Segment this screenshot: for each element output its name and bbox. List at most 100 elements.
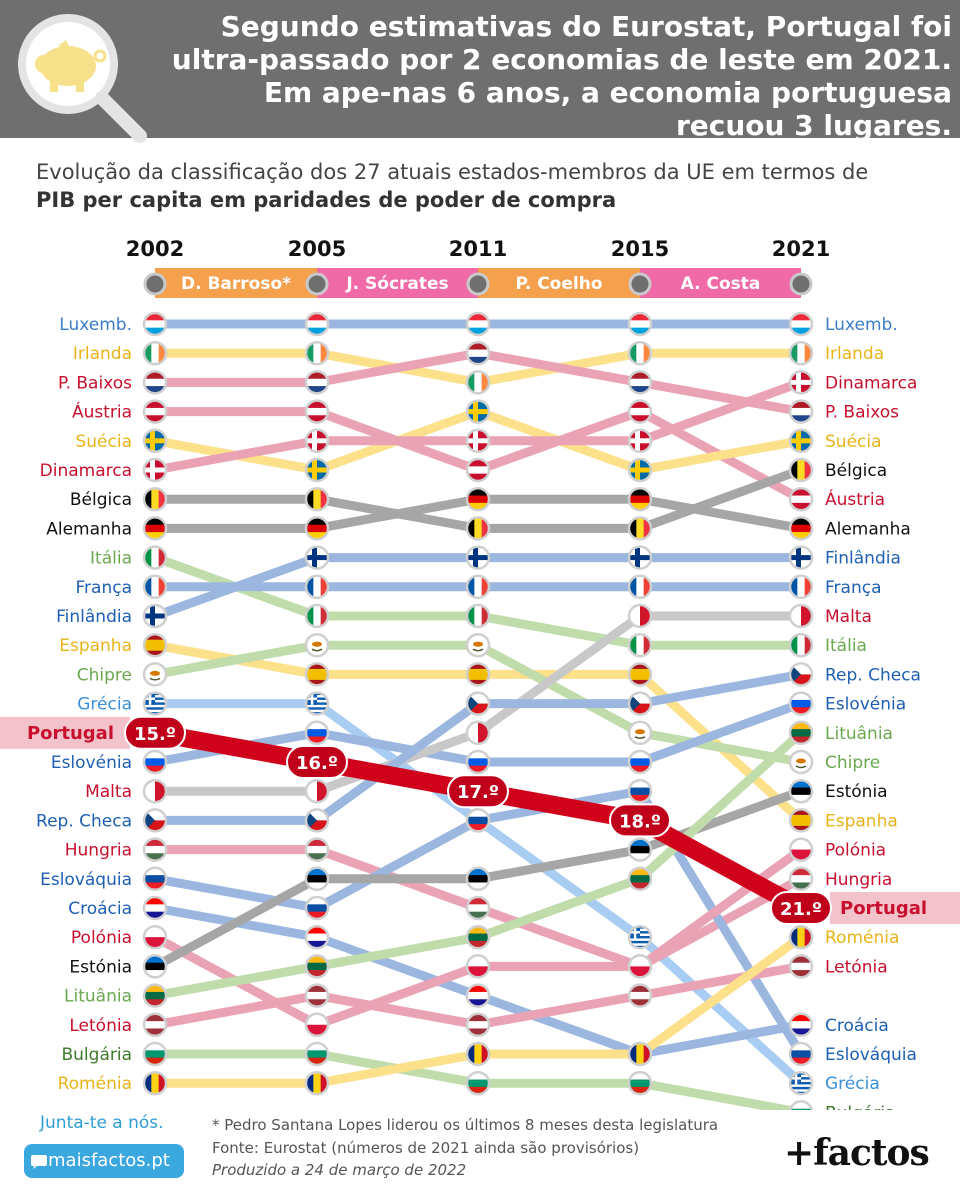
label-left-de: Alemanha: [46, 519, 132, 539]
flag-hr-icon: [142, 895, 168, 921]
label-left-bg: Bulgária: [62, 1045, 133, 1065]
flag-hu-icon: [788, 866, 814, 892]
label-left-pl: Polónia: [71, 928, 132, 948]
flag-cy-icon: [788, 749, 814, 775]
piggy-bank-magnifier-icon: [18, 14, 147, 143]
flag-lt-icon: [142, 983, 168, 1008]
chart-subtitle: Evolução da classificação dos 27 atuais …: [36, 158, 936, 215]
flag-ie-icon: [142, 340, 168, 366]
label-right-at: Áustria: [825, 488, 885, 510]
flag-bg-icon: [788, 1100, 814, 1110]
flag-mt-icon: [465, 720, 491, 746]
flag-lv-icon: [465, 1012, 491, 1038]
flag-dk-icon: [304, 428, 330, 454]
period-node: [789, 272, 813, 296]
flag-fi-icon: [304, 545, 330, 570]
flag-cz-icon: [142, 808, 168, 833]
flag-cy-icon: [627, 720, 653, 746]
flag-pl-icon: [142, 924, 168, 950]
flag-pl-icon: [788, 837, 814, 862]
label-left-se: Suécia: [75, 432, 132, 452]
site-link-button[interactable]: maisfactos.pt: [24, 1144, 184, 1178]
rank-label: 16.º: [296, 753, 338, 774]
label-left-dk: Dinamarca: [40, 461, 132, 481]
flag-lu-icon: [788, 311, 814, 337]
flag-ee-icon: [627, 837, 653, 862]
flag-at-icon: [788, 486, 814, 512]
label-right-lu: Luxemb.: [825, 315, 898, 335]
label-right-lt: Lituânia: [825, 724, 893, 744]
flag-fr-icon: [788, 574, 814, 600]
flag-gr-icon: [304, 691, 330, 716]
period-node: [628, 272, 652, 296]
flag-pl-icon: [304, 1012, 330, 1038]
flag-fr-icon: [142, 574, 168, 600]
flag-gr-icon: [627, 924, 653, 950]
flag-hr-icon: [465, 983, 491, 1008]
flag-de-icon: [142, 516, 168, 541]
period-band: [317, 268, 478, 298]
label-right-gr: Grécia: [825, 1074, 880, 1094]
bump-chart: D. Barroso* J. Sócrates P. Coelho A. Costa …: [0, 237, 960, 1110]
flag-hu-icon: [465, 895, 491, 921]
flag-cz-icon: [304, 808, 330, 833]
label-left-sk: Eslováquia: [40, 870, 132, 890]
flag-lv-icon: [142, 1012, 168, 1038]
period-node: [305, 272, 329, 296]
flag-hu-icon: [304, 837, 330, 862]
flag-mt-icon: [142, 778, 168, 804]
label-left-nl: P. Baixos: [58, 373, 132, 393]
label-left-cz: Rep. Checa: [36, 811, 132, 831]
flag-si-icon: [627, 749, 653, 775]
flag-cy-icon: [304, 632, 330, 658]
flag-gr-icon: [142, 691, 168, 716]
flag-ee-icon: [142, 954, 168, 979]
label-left-portugal: Portugal: [27, 723, 114, 744]
flag-ee-icon: [465, 866, 491, 892]
flag-ie-icon: [465, 370, 491, 395]
flag-fr-icon: [465, 574, 491, 600]
footnote-date: Produzido a 24 de março de 2022: [212, 1161, 467, 1179]
flag-fi-icon: [627, 545, 653, 570]
footnotes: * Pedro Santana Lopes liderou os últimos…: [212, 1114, 772, 1182]
flag-ro-icon: [142, 1070, 168, 1096]
site-link-label: maisfactos.pt: [48, 1150, 170, 1171]
series-line-it: [150, 553, 806, 650]
footnote-legislature: * Pedro Santana Lopes liderou os últimos…: [212, 1116, 719, 1134]
flag-lu-icon: [142, 311, 168, 337]
flag-fr-icon: [304, 574, 330, 600]
flag-bg-icon: [627, 1070, 653, 1096]
label-right-fr: França: [825, 578, 882, 598]
label-right-bg: Bulgária: [825, 1103, 896, 1110]
headline: Segundo estimativas do Eurostat, Portuga…: [171, 10, 952, 143]
highlight-series: 15.º 16.º 17.º 18.º 21.º Portugal Portugal: [0, 715, 960, 925]
subtitle-line-2: PIB per capita em paridades de poder de …: [36, 188, 617, 213]
label-right-be: Bélgica: [825, 461, 887, 481]
flag-sk-icon: [142, 866, 168, 892]
flag-de-icon: [627, 486, 653, 512]
label-left-it: Itália: [90, 549, 132, 569]
flag-se-icon: [465, 399, 491, 424]
flag-bg-icon: [304, 1041, 330, 1067]
flag-es-icon: [627, 662, 653, 687]
flag-cy-icon: [142, 662, 168, 687]
flag-mt-icon: [627, 603, 653, 629]
flag-cz-icon: [788, 662, 814, 687]
flag-it-icon: [304, 603, 330, 629]
label-left-hu: Hungria: [65, 841, 132, 861]
flag-se-icon: [304, 457, 330, 483]
flag-se-icon: [142, 428, 168, 454]
flag-se-icon: [788, 428, 814, 454]
period-label: J. Sócrates: [345, 274, 448, 294]
flag-mt-icon: [788, 603, 814, 629]
label-right-it: Itália: [825, 636, 867, 656]
label-right-dk: Dinamarca: [825, 373, 917, 393]
flag-bg-icon: [465, 1070, 491, 1096]
flag-si-icon: [788, 691, 814, 716]
flag-bg-icon: [142, 1041, 168, 1067]
flag-ee-icon: [304, 866, 330, 892]
flag-ro-icon: [304, 1070, 330, 1096]
flag-nl-icon: [627, 370, 653, 395]
year-label: 2021: [772, 237, 830, 261]
label-right-es: Espanha: [825, 811, 898, 831]
